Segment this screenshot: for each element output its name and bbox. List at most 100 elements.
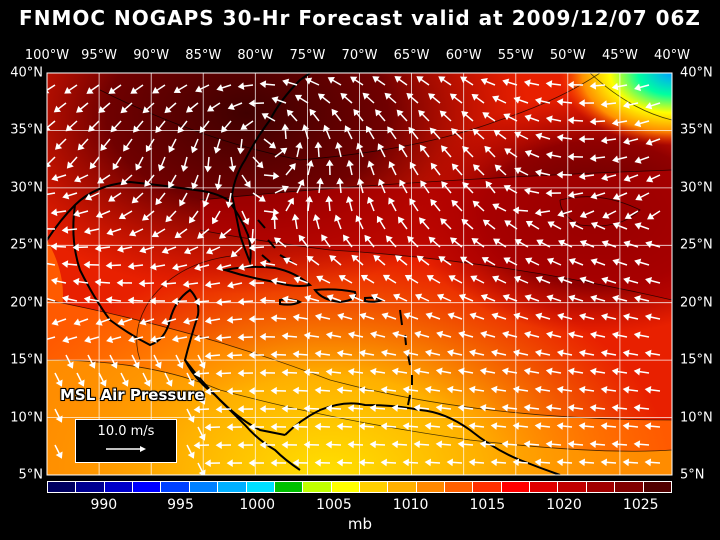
wind-vector-head <box>534 458 542 467</box>
wind-vector-head <box>334 214 342 222</box>
wind-vector-head <box>350 76 358 84</box>
colorbar-swatch <box>189 482 219 492</box>
wind-vector-head <box>567 440 575 449</box>
wind-vector-head <box>644 313 652 321</box>
wind-vector-head <box>51 318 59 326</box>
wind-vector-head <box>512 422 520 430</box>
wind-vector-head <box>589 404 597 412</box>
colorbar-tick-label: 1025 <box>622 497 659 513</box>
wind-vector-head <box>74 175 82 183</box>
wind-vector-head <box>325 159 334 166</box>
wind-vector-head <box>438 76 446 83</box>
colorbar-swatch <box>359 482 389 492</box>
longitude-label: 40°W <box>654 48 690 63</box>
wind-vector-head <box>578 135 585 143</box>
wind-vector-head <box>513 96 521 104</box>
latitude-label-right: 15°N <box>680 352 713 368</box>
wind-vectors <box>41 76 661 475</box>
wind-vector-head <box>314 313 322 321</box>
wind-vector-head <box>409 161 417 170</box>
wind-vector-head <box>462 181 470 190</box>
colorbar-swatch <box>558 482 587 492</box>
wind-vector-head <box>534 422 542 430</box>
wind-vector-head <box>545 404 553 412</box>
wind-vector-head <box>248 459 255 467</box>
wind-vector-head <box>567 404 575 412</box>
wind-vector-head <box>502 294 510 302</box>
latitude-label-left: 20°N <box>10 295 43 311</box>
wind-vector-head <box>165 215 173 223</box>
wind-vector-head <box>237 263 245 271</box>
wind-vector-head <box>303 440 310 449</box>
wind-vector-head <box>480 330 488 339</box>
wind-vector-head <box>479 404 487 412</box>
wind-vector-head <box>118 212 127 220</box>
latitude-label-right: 10°N <box>680 410 713 426</box>
wind-vector-head <box>395 255 403 263</box>
wind-vector-head <box>215 334 223 342</box>
wind-vector-head <box>556 98 564 106</box>
wind-vector-head <box>470 275 478 283</box>
wind-vector-head <box>436 293 445 301</box>
wind-vector-head <box>556 170 563 179</box>
wind-vector-head <box>61 295 69 303</box>
wind-vector-head <box>440 218 448 226</box>
wind-vector-head <box>61 226 69 234</box>
wind-vector-head <box>391 404 399 412</box>
wind-vector-head <box>220 125 228 133</box>
colorbar-tick-label: 1000 <box>239 497 276 513</box>
wind-vector-head <box>380 386 388 394</box>
wind-vector-head <box>193 405 200 414</box>
wind-vector-head <box>335 142 343 149</box>
wind-vector-head <box>524 330 532 339</box>
wind-vector-head <box>128 335 135 344</box>
wind-vector-head <box>281 440 288 449</box>
wind-vector-head <box>634 83 642 92</box>
wind-vector-head <box>557 312 565 321</box>
wind-vector-head <box>472 128 480 136</box>
wind-vector-head <box>116 245 124 253</box>
wind-vector-head <box>545 440 553 449</box>
longitude-label: 60°W <box>445 48 482 63</box>
wind-vector-head <box>457 404 465 412</box>
wind-vector-head <box>282 78 290 87</box>
wind-vector-head <box>94 244 102 253</box>
wind-vector-head <box>327 77 335 84</box>
wind-vector-head <box>326 294 334 302</box>
wind-vector-head <box>416 255 424 263</box>
wind-vector-head <box>83 227 91 235</box>
wind-vector-head <box>199 125 207 134</box>
colorbar-swatch <box>586 482 616 492</box>
wind-vector-head <box>204 459 211 468</box>
wind-vector-head <box>248 351 255 359</box>
wind-vector-head <box>380 422 388 431</box>
wind-vector-head <box>502 78 510 86</box>
wind-vector-head <box>457 440 465 449</box>
wind-vector-head <box>397 216 405 224</box>
colorbar-swatch <box>388 482 417 492</box>
wind-vector-head <box>295 141 303 149</box>
wind-vector-head <box>589 367 597 376</box>
wind-vector-head <box>409 198 417 206</box>
wind-vector-head <box>174 231 182 239</box>
wind-vector-head <box>62 192 70 200</box>
wind-vector-head <box>644 349 652 358</box>
wind-vector-head <box>171 334 179 343</box>
wind-vector-head <box>557 210 565 218</box>
wind-vector-head <box>558 239 566 247</box>
wind-vector-head <box>41 226 45 231</box>
wind-vector-head <box>193 297 201 306</box>
wind-vector-head <box>66 161 74 169</box>
wind-vector-head <box>492 275 500 283</box>
wind-vector-head <box>281 368 288 377</box>
wind-vector-head <box>207 104 215 112</box>
wind-vector-head <box>248 279 255 288</box>
wind-vector-head <box>369 404 377 412</box>
wind-vector-head <box>567 190 575 199</box>
wind-vector-head <box>622 313 630 321</box>
wind-vector <box>47 120 56 129</box>
wind-vector-head <box>611 331 619 339</box>
wind-vector-head <box>472 164 481 172</box>
wind-vector-head <box>547 221 555 228</box>
wind-vector-head <box>384 92 392 100</box>
